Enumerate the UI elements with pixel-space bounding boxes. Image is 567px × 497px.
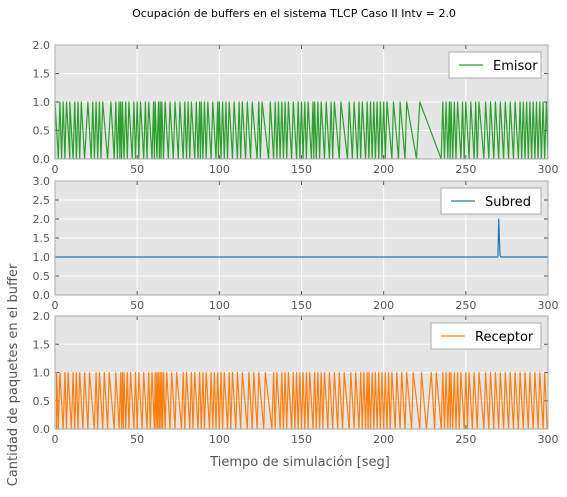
- x-tick-label: 300: [538, 163, 559, 176]
- y-tick-label: 0.5: [33, 125, 51, 138]
- y-tick-label: 0.5: [33, 395, 51, 408]
- chart-title: Ocupación de buffers en el sistema TLCP …: [132, 7, 456, 20]
- y-tick-label: 2.0: [33, 39, 51, 52]
- legend-label: Emisor: [493, 59, 538, 74]
- x-tick-label: 300: [538, 433, 559, 446]
- x-tick-label: 250: [455, 163, 476, 176]
- y-tick-label: 1.0: [33, 251, 51, 264]
- y-tick-label: 2.0: [33, 213, 51, 226]
- axes-group: 0.00.51.01.52.00 50 100 150 200 250 300Emisor0…: [33, 39, 559, 446]
- x-tick-label: 200: [373, 433, 394, 446]
- x-tick-label: 50: [130, 163, 144, 176]
- x-tick-label: 100: [209, 433, 230, 446]
- x-tick-label: 150: [291, 163, 312, 176]
- x-tick-label: 250: [455, 299, 476, 312]
- subplot-subred: 0.0 0.5 1.0 1.5 2.0 2.5 3.0 0 50 100 150 200 250 300 S…: [33, 175, 559, 312]
- y-axis-label: Cantidad de paquetes en el buffer: [6, 263, 21, 486]
- plot-frame: [54, 315, 549, 430]
- series-line-subred: [55, 218, 548, 258]
- x-tick-label: 100: [209, 299, 230, 312]
- x-tick-label: 50: [130, 299, 144, 312]
- y-tick-label: 1.5: [33, 338, 51, 351]
- x-tick-label: 150: [291, 433, 312, 446]
- legend: Emisor: [448, 51, 542, 79]
- legend-label: Receptor: [475, 330, 534, 345]
- x-tick-label: 100: [209, 163, 230, 176]
- y-tick-label: 2.0: [33, 310, 51, 323]
- y-tick-label: 3.0: [33, 175, 51, 188]
- plot-frame: [54, 180, 549, 296]
- x-tick-label: 0: [52, 163, 59, 176]
- y-tick-label: 1.0: [33, 96, 51, 109]
- y-tick-label: 1.5: [33, 232, 51, 245]
- x-tick-label: 0: [52, 299, 59, 312]
- legend-label: Subred: [485, 195, 531, 210]
- legend: Subred: [440, 187, 542, 215]
- y-tick-label: 0.5: [33, 270, 51, 283]
- x-tick-label: 250: [455, 433, 476, 446]
- x-tick-label: 0: [52, 433, 59, 446]
- x-axis-label: Tiempo de simulación [seg]: [209, 455, 390, 470]
- plot-frame: [54, 44, 549, 160]
- subplot-receptor: 0.0 0.5 1.0 1.5 2.0 0 50 100 150 200 250 300 Recepto…: [33, 310, 559, 446]
- x-tick-label: 50: [130, 433, 144, 446]
- x-tick-label: 200: [373, 299, 394, 312]
- y-tick-label: 0.0: [33, 289, 51, 302]
- x-tick-label: 200: [373, 163, 394, 176]
- x-tick-label: 300: [538, 299, 559, 312]
- y-tick-label: 0.0: [33, 423, 51, 436]
- y-tick-label: 0.0: [33, 153, 51, 166]
- y-tick-label: 2.5: [33, 194, 51, 207]
- y-tick-label: 1.0: [33, 367, 51, 380]
- x-tick-label: 150: [291, 299, 312, 312]
- y-tick-label: 1.5: [33, 68, 51, 81]
- legend: Receptor: [430, 322, 542, 350]
- subplot-emisor: 0.0 0.5 1.0 1.5 2.0 0 50 100 150 200 250 300 Emisor: [33, 39, 559, 176]
